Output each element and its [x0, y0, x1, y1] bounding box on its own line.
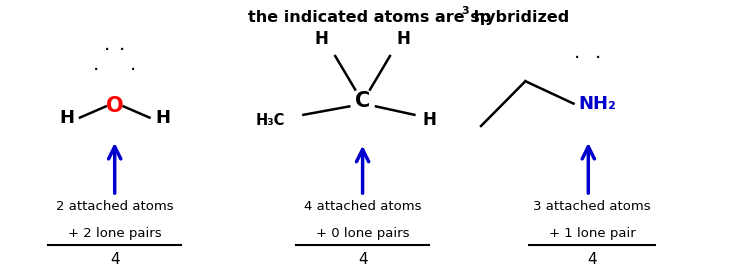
Text: H: H	[59, 109, 74, 127]
Text: NH₂: NH₂	[579, 95, 616, 113]
Text: ·: ·	[119, 41, 125, 60]
Text: H₃C: H₃C	[255, 113, 285, 128]
Text: H: H	[423, 111, 436, 129]
Text: the indicated atoms are sp: the indicated atoms are sp	[249, 10, 491, 25]
Text: ·: ·	[595, 49, 601, 68]
Text: 3: 3	[462, 6, 469, 16]
Text: ·: ·	[130, 60, 136, 80]
Text: ·: ·	[104, 41, 110, 60]
Text: 4: 4	[357, 252, 368, 267]
Text: H: H	[397, 30, 410, 48]
Text: ·: ·	[93, 60, 99, 80]
Text: hybridized: hybridized	[468, 10, 569, 25]
Text: 4: 4	[587, 252, 597, 267]
Text: C: C	[355, 91, 370, 111]
Text: O: O	[106, 96, 124, 116]
Text: 4 attached atoms: 4 attached atoms	[304, 200, 421, 213]
Text: + 1 lone pair: + 1 lone pair	[548, 227, 636, 240]
Text: + 2 lone pairs: + 2 lone pairs	[68, 227, 161, 240]
Text: H: H	[155, 109, 170, 127]
Text: 3 attached atoms: 3 attached atoms	[534, 200, 650, 213]
Text: 2 attached atoms: 2 attached atoms	[56, 200, 173, 213]
Text: 4: 4	[110, 252, 120, 267]
Text: H: H	[315, 30, 329, 48]
Text: ·: ·	[574, 49, 580, 68]
Text: + 0 lone pairs: + 0 lone pairs	[316, 227, 409, 240]
